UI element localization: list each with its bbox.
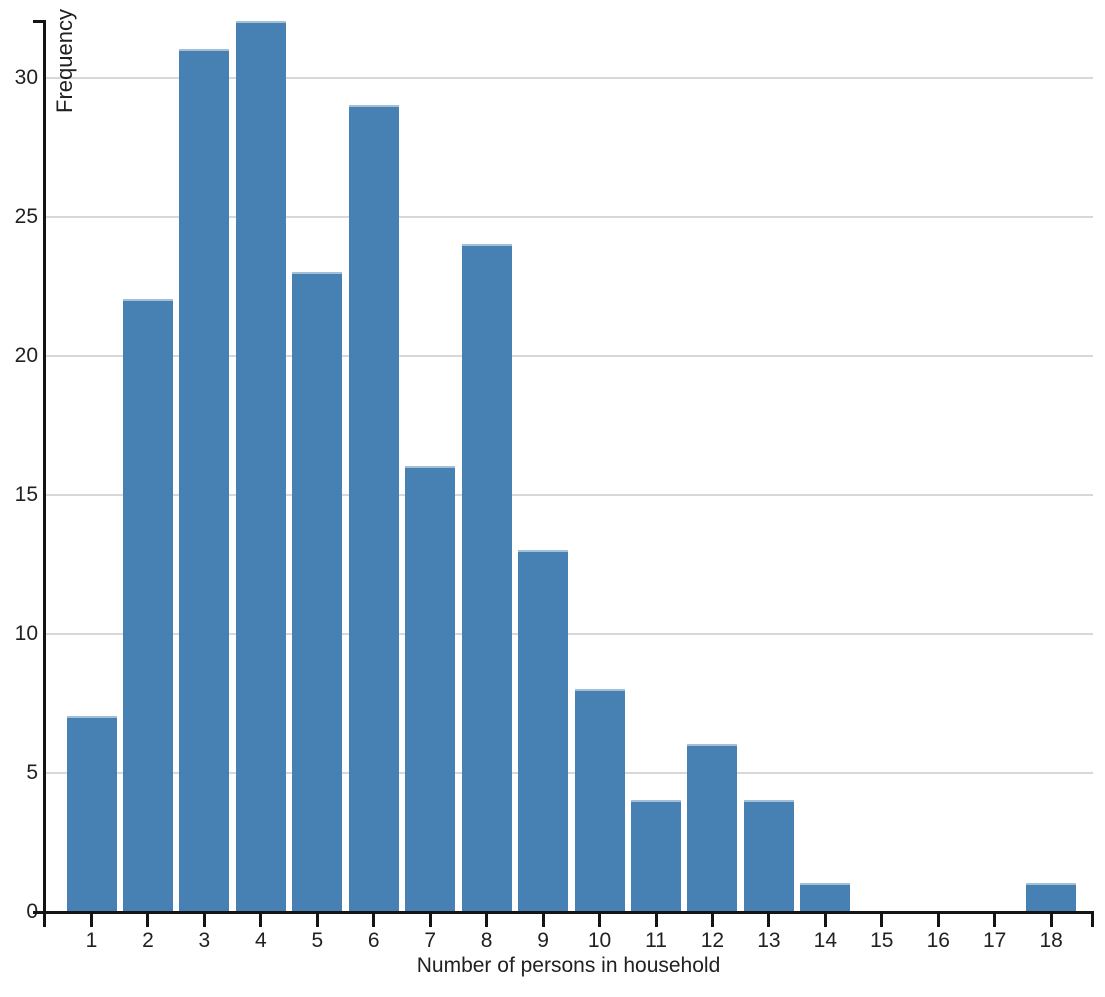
y-tick-label-15: 15 bbox=[14, 483, 38, 506]
x-tick-label-9: 9 bbox=[537, 929, 549, 952]
y-tick-label-10: 10 bbox=[14, 622, 38, 645]
gridline-y-10 bbox=[46, 633, 1093, 635]
x-tick-label-15: 15 bbox=[870, 929, 894, 952]
bar-13 bbox=[743, 799, 794, 911]
x-tick-label-11: 11 bbox=[645, 929, 667, 952]
y-axis-label: Frequency bbox=[52, 9, 77, 113]
y-axis-line bbox=[43, 20, 46, 927]
x-axis-end-tick bbox=[1091, 914, 1094, 927]
bar-6 bbox=[348, 104, 399, 911]
bar-10 bbox=[574, 688, 625, 911]
gridline-y-25 bbox=[46, 216, 1093, 218]
x-axis-label: Number of persons in household bbox=[416, 954, 721, 977]
bar-12 bbox=[687, 744, 738, 911]
x-tick-13 bbox=[767, 914, 771, 927]
x-tick-label-16: 16 bbox=[926, 929, 950, 952]
y-axis-top-cap bbox=[33, 20, 46, 23]
x-tick-4 bbox=[259, 914, 263, 927]
bar-5 bbox=[292, 271, 343, 911]
bar-18 bbox=[1026, 883, 1077, 911]
y-tick-label-25: 25 bbox=[14, 205, 38, 228]
x-tick-5 bbox=[315, 914, 319, 927]
x-tick-16 bbox=[936, 914, 940, 927]
x-tick-3 bbox=[202, 914, 206, 927]
x-tick-1 bbox=[90, 914, 93, 927]
bar-2 bbox=[122, 299, 173, 911]
x-tick-12 bbox=[710, 914, 714, 927]
x-tick-label-14: 14 bbox=[813, 929, 838, 952]
y-tick-label-5: 5 bbox=[26, 761, 38, 784]
bar-7 bbox=[405, 466, 456, 911]
bar-4 bbox=[235, 21, 286, 911]
x-tick-14 bbox=[823, 914, 827, 927]
x-tick-15 bbox=[880, 914, 884, 927]
bar-14 bbox=[800, 883, 851, 911]
x-tick-label-13: 13 bbox=[757, 929, 781, 952]
x-tick-label-3: 3 bbox=[198, 929, 211, 952]
bar-9 bbox=[518, 549, 569, 911]
x-tick-7 bbox=[428, 914, 432, 927]
y-tick-label-0: 0 bbox=[0, 901, 38, 923]
y-tick-label-20: 20 bbox=[14, 344, 38, 367]
x-tick-label-2: 2 bbox=[142, 929, 154, 952]
bar-8 bbox=[461, 243, 512, 911]
x-tick-17 bbox=[993, 914, 997, 927]
x-tick-10 bbox=[598, 914, 602, 927]
gridline-y-20 bbox=[46, 355, 1093, 357]
gridline-y-5 bbox=[46, 772, 1093, 774]
x-tick-label-17: 17 bbox=[983, 929, 1007, 952]
x-tick-11 bbox=[654, 914, 658, 927]
x-tick-9 bbox=[541, 914, 545, 927]
gridline-y-15 bbox=[46, 494, 1093, 496]
bar-1 bbox=[66, 716, 117, 911]
x-tick-label-7: 7 bbox=[424, 929, 437, 952]
bar-3 bbox=[179, 49, 230, 911]
x-tick-2 bbox=[146, 914, 150, 927]
x-tick-18 bbox=[1049, 914, 1053, 927]
x-tick-label-4: 4 bbox=[255, 929, 267, 952]
x-tick-6 bbox=[372, 914, 376, 927]
x-tick-label-1: 1 bbox=[85, 929, 98, 952]
x-tick-label-6: 6 bbox=[367, 929, 380, 952]
bar-11 bbox=[631, 799, 681, 911]
x-tick-8 bbox=[485, 914, 489, 927]
x-axis-line bbox=[33, 911, 1094, 914]
x-tick-label-12: 12 bbox=[700, 929, 725, 952]
x-tick-label-18: 18 bbox=[1039, 929, 1063, 952]
y-tick-label-30: 30 bbox=[14, 66, 38, 89]
x-tick-label-10: 10 bbox=[587, 929, 612, 952]
gridline-y-30 bbox=[46, 77, 1093, 79]
x-tick-label-5: 5 bbox=[311, 929, 324, 952]
x-tick-label-8: 8 bbox=[480, 929, 493, 952]
